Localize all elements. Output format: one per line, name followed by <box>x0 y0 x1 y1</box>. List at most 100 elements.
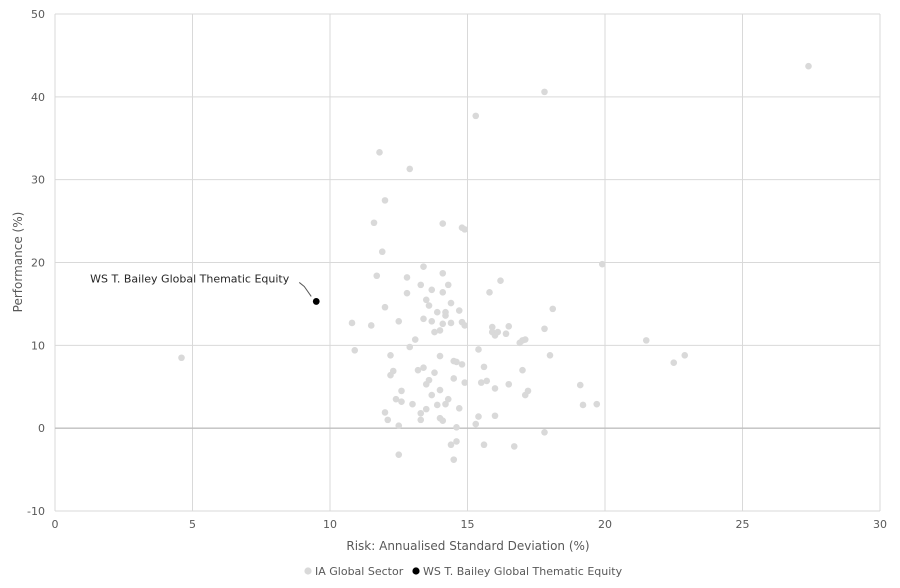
y-axis-ticks: -10 0 10 20 30 40 50 <box>27 8 45 518</box>
data-point-ia-global-sector <box>461 322 469 329</box>
data-point-ia-global-sector <box>431 369 438 376</box>
data-point-ia-global-sector <box>455 404 463 412</box>
data-point-ia-global-sector <box>455 307 463 314</box>
data-point-ia-global-sector <box>488 323 496 331</box>
data-point-ia-global-sector <box>428 286 436 294</box>
data-point-ia-global-sector <box>351 347 359 354</box>
data-point-ia-global-sector <box>439 269 447 277</box>
y-axis-title: Performance (%) <box>11 212 25 313</box>
data-point-ia-global-sector <box>376 149 383 156</box>
data-point-ia-global-sector <box>411 336 419 343</box>
data-point-ia-global-sector <box>420 364 427 371</box>
data-point-ia-global-sector <box>447 441 455 449</box>
y-tick-label: 30 <box>31 174 45 187</box>
data-point-ia-global-sector <box>519 366 526 374</box>
y-tick-label: -10 <box>27 505 45 518</box>
data-point-ia-global-sector <box>387 351 394 359</box>
annotations: WS T. Bailey Global Thematic Equity <box>90 272 312 297</box>
data-point-ia-global-sector <box>433 401 441 409</box>
data-point-ia-global-sector <box>444 281 452 289</box>
data-point-ia-global-sector <box>348 319 356 327</box>
data-point-ia-global-sector <box>389 367 397 375</box>
data-point-ia-global-sector <box>428 391 436 399</box>
data-point-ia-global-sector <box>494 328 502 336</box>
data-point-ia-global-sector <box>447 299 455 307</box>
data-point-ia-global-sector <box>422 296 430 304</box>
data-point-ia-global-sector <box>384 416 392 424</box>
data-point-ia-global-sector <box>549 305 557 313</box>
legend-marker-ws-t-bailey <box>412 567 420 575</box>
x-tick-label: 10 <box>323 518 337 531</box>
gridlines <box>54 13 881 512</box>
data-point-ia-global-sector <box>524 387 532 395</box>
x-tick-label: 15 <box>461 518 475 531</box>
data-point-ia-global-sector <box>461 226 469 233</box>
data-point-ia-global-sector <box>436 352 444 360</box>
data-point-ia-global-sector <box>472 420 480 428</box>
data-point-ia-global-sector <box>178 354 185 362</box>
legend-label-ws-t-bailey: WS T. Bailey Global Thematic Equity <box>423 565 623 578</box>
x-axis-title: Risk: Annualised Standard Deviation (%) <box>346 539 589 553</box>
data-points <box>178 62 812 463</box>
data-point-ia-global-sector <box>642 337 650 344</box>
data-point-ia-global-sector <box>480 363 488 371</box>
data-point-ia-global-sector <box>453 438 460 445</box>
data-point-ia-global-sector <box>409 400 416 408</box>
data-point-ia-global-sector <box>439 289 447 296</box>
data-point-ia-global-sector <box>395 422 403 429</box>
y-tick-label: 20 <box>31 257 45 270</box>
x-tick-label: 5 <box>189 518 196 531</box>
data-point-ia-global-sector <box>417 281 425 289</box>
data-point-ia-global-sector <box>458 361 466 368</box>
data-point-ia-global-sector <box>395 318 403 325</box>
x-tick-label: 0 <box>52 518 59 531</box>
data-point-ia-global-sector <box>442 400 449 408</box>
data-point-ia-global-sector <box>541 429 548 436</box>
data-point-ia-global-sector <box>395 451 403 458</box>
data-point-ia-global-sector <box>422 405 430 413</box>
data-point-ia-global-sector <box>510 443 518 450</box>
data-point-ia-global-sector <box>417 409 425 417</box>
data-point-ia-global-sector <box>486 289 493 296</box>
data-point-ia-global-sector <box>381 197 389 204</box>
data-point-ia-global-sector <box>521 336 529 343</box>
data-point-ia-global-sector <box>398 387 405 395</box>
data-point-ia-global-sector <box>406 343 414 351</box>
data-point-ia-global-sector <box>461 379 469 386</box>
data-point-ia-global-sector <box>444 395 452 403</box>
data-point-ia-global-sector <box>420 263 427 270</box>
data-point-ia-global-sector <box>480 441 488 449</box>
annotation-leader-line <box>298 282 312 297</box>
x-axis-ticks: 0 5 10 15 20 25 30 <box>52 518 888 531</box>
data-point-ws-t-bailey <box>312 298 320 305</box>
data-point-ia-global-sector <box>670 359 678 367</box>
x-tick-label: 25 <box>736 518 750 531</box>
y-tick-label: 40 <box>31 91 45 104</box>
data-point-ia-global-sector <box>398 398 405 405</box>
y-tick-label: 50 <box>31 8 45 21</box>
data-point-ia-global-sector <box>472 112 480 120</box>
data-point-ia-global-sector <box>373 272 381 280</box>
data-point-ia-global-sector <box>431 328 438 336</box>
data-point-ia-global-sector <box>576 381 584 389</box>
data-point-ia-global-sector <box>505 380 513 388</box>
data-point-ia-global-sector <box>491 385 499 392</box>
data-point-ia-global-sector <box>439 320 447 328</box>
data-point-ia-global-sector <box>442 308 449 316</box>
data-point-ia-global-sector <box>381 303 389 311</box>
data-point-ia-global-sector <box>414 366 422 374</box>
y-tick-label: 10 <box>31 339 45 352</box>
data-point-ia-global-sector <box>681 351 689 359</box>
data-point-ia-global-sector <box>598 260 606 268</box>
data-point-ia-global-sector <box>392 395 400 403</box>
data-point-ia-global-sector <box>475 413 482 420</box>
data-point-ia-global-sector <box>541 88 548 96</box>
data-point-ia-global-sector <box>805 62 812 70</box>
data-point-ia-global-sector <box>425 302 433 309</box>
legend-label-ia-global-sector: IA Global Sector <box>315 565 404 578</box>
data-point-ia-global-sector <box>450 456 458 463</box>
x-tick-label: 20 <box>598 518 612 531</box>
data-point-ia-global-sector <box>546 351 554 359</box>
data-point-ia-global-sector <box>370 219 378 227</box>
